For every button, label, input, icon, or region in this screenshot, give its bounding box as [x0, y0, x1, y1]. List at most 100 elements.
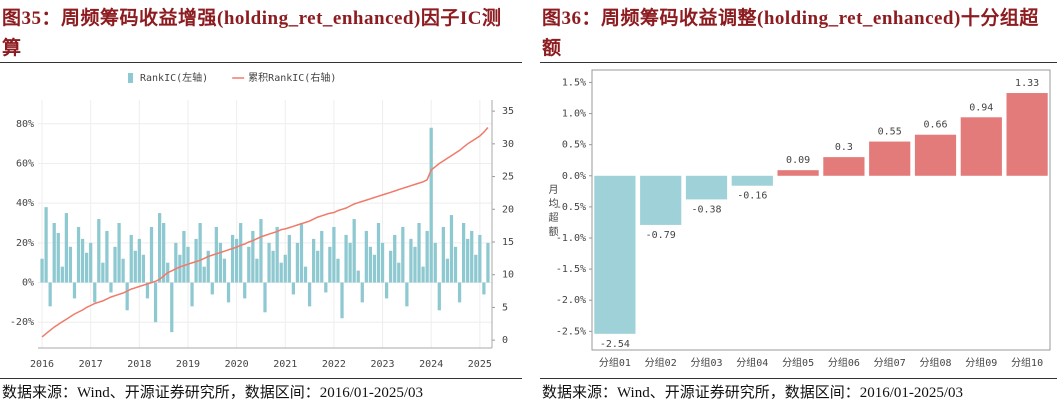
bar — [393, 234, 397, 283]
y2-tick-label: 10 — [502, 270, 514, 281]
bar — [259, 219, 263, 283]
bar — [226, 282, 231, 303]
bar — [149, 226, 154, 283]
bar — [76, 226, 81, 283]
bar — [417, 223, 421, 283]
x-tick-label: 分组06 — [828, 356, 860, 369]
x-tick-label: 分组07 — [874, 356, 906, 369]
bar — [372, 254, 377, 283]
bar — [449, 215, 454, 283]
bar — [129, 234, 133, 283]
bar — [60, 266, 64, 283]
bar — [255, 258, 259, 283]
bar — [243, 282, 247, 299]
value-label: 0.55 — [878, 127, 902, 138]
y-tick-label: -20% — [10, 317, 34, 328]
bar — [685, 175, 728, 200]
y-tick-label: 1.0% — [562, 109, 586, 120]
y-tick-label: 0% — [22, 278, 34, 289]
bar — [384, 282, 389, 299]
bar — [441, 226, 445, 283]
bar — [429, 127, 433, 283]
bar — [89, 242, 93, 283]
source-note: 数据来源：Wind、开源证券研究所，数据区间：2016/01-2025/03 — [542, 385, 964, 401]
y2-tick-label: 30 — [502, 139, 514, 150]
bar — [348, 242, 352, 283]
y-tick-label: 0.0% — [562, 171, 586, 182]
value-label: 1.33 — [1015, 78, 1039, 89]
rule — [0, 378, 522, 379]
bar — [251, 230, 255, 283]
y2-tick-label: 0 — [502, 335, 508, 346]
bar — [594, 175, 636, 334]
y-axis-label: 月均超额 — [546, 184, 558, 240]
x-tick-label: 2023 — [371, 359, 395, 370]
bar — [368, 246, 373, 283]
bar — [170, 282, 174, 333]
legend-swatch — [128, 73, 133, 83]
bar — [93, 282, 97, 303]
y-tick-label: 60% — [16, 158, 34, 169]
x-tick-label: 2019 — [176, 359, 200, 370]
bar — [97, 219, 101, 283]
bar — [194, 238, 198, 283]
bar — [413, 246, 417, 283]
bar — [101, 262, 105, 283]
chart: -2.5% -2.0% -1.5% -1.0% -0.5% 0.0% 0.5% 1.0% 1.5… — [546, 69, 1051, 369]
bar — [380, 242, 385, 283]
x-tick-label: 2016 — [30, 359, 54, 370]
bar — [247, 246, 251, 283]
bar — [287, 234, 291, 283]
bar — [267, 242, 271, 283]
left-panel: 图35：周频筹码收益增强(holding_ret_enhanced)因子IC测算… — [0, 0, 522, 406]
right-panel: 图36：周频筹码收益调整(holding_ret_enhanced)十分组超额 … — [540, 0, 1057, 406]
x-tick-label: 2022 — [322, 359, 346, 370]
rule — [540, 378, 1057, 379]
bar — [478, 234, 482, 283]
bar — [145, 282, 150, 299]
bar — [141, 254, 146, 283]
value-label: -0.79 — [646, 230, 676, 241]
bar — [486, 242, 490, 283]
bar — [389, 250, 393, 283]
bar — [376, 223, 381, 283]
x-tick-label: 2025 — [468, 359, 492, 370]
bar — [445, 258, 450, 283]
bar — [263, 282, 267, 313]
y-tick-label: 40% — [16, 198, 34, 209]
y2-tick-label: 25 — [502, 172, 514, 183]
bar — [470, 230, 474, 283]
bar — [117, 223, 121, 283]
x-tick-label: 分组03 — [690, 356, 722, 369]
bar — [105, 230, 109, 283]
x-tick-label: 分组09 — [965, 356, 997, 369]
y-tick-label: -0.5% — [556, 202, 586, 213]
bar — [52, 223, 56, 283]
bar — [324, 282, 328, 293]
x-tick-label: 2024 — [419, 359, 443, 370]
bar — [190, 282, 194, 307]
figure-title: 图36：周频筹码收益调整(holding_ret_enhanced)十分组超额 — [542, 8, 1039, 59]
x-tick-label: 2018 — [127, 359, 151, 370]
x-tick-label: 分组05 — [782, 356, 814, 369]
bar — [72, 282, 77, 299]
bar — [303, 266, 308, 283]
x-tick-label: 分组10 — [1011, 356, 1043, 369]
bar — [157, 213, 162, 283]
x-tick-label: 2017 — [79, 359, 103, 370]
rule — [0, 62, 522, 63]
y2-tick-label: 35 — [502, 106, 514, 117]
bar — [731, 175, 773, 186]
bar — [64, 213, 68, 283]
bar — [299, 223, 304, 283]
x-tick-label: 分组04 — [736, 356, 768, 369]
bar — [320, 230, 324, 283]
bar — [137, 238, 141, 283]
bar — [222, 258, 227, 283]
bar — [397, 262, 401, 283]
bar — [425, 230, 429, 283]
bar — [295, 242, 300, 283]
bar — [178, 254, 182, 283]
bar — [466, 238, 470, 283]
